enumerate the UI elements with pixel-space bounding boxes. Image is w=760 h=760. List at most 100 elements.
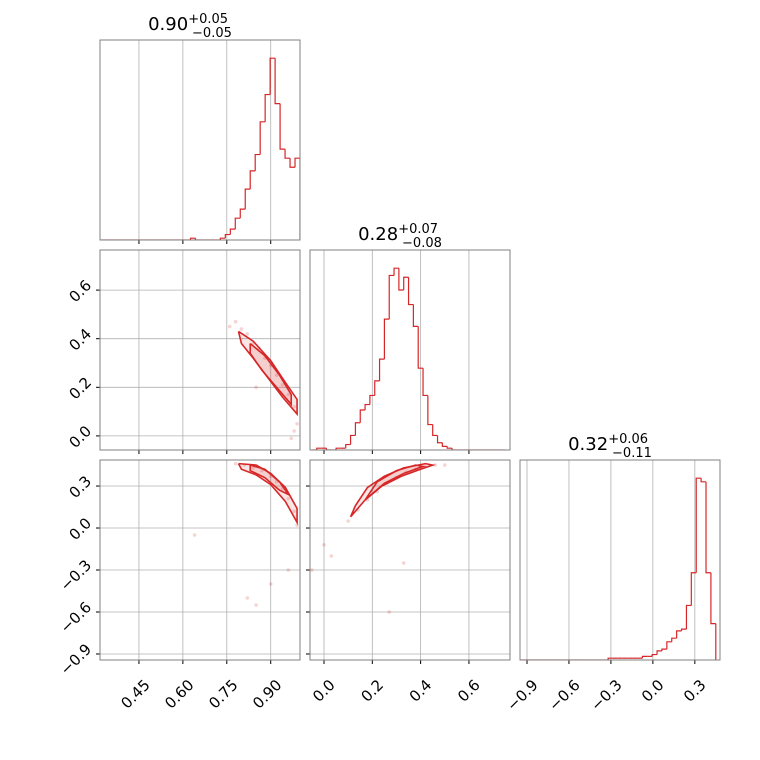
panel-frame xyxy=(309,459,511,661)
panel xyxy=(100,40,300,240)
title-lower: −0.08 xyxy=(402,236,442,251)
x-tick-label: 0.45 xyxy=(117,676,153,712)
sample-point xyxy=(268,582,273,586)
panel xyxy=(311,250,506,450)
panel-title: 0.90+0.05 −0.05 xyxy=(148,12,232,41)
histogram-step xyxy=(359,409,366,423)
x-tick-label: 0.4 xyxy=(406,676,436,706)
title-upper: +0.07 xyxy=(398,222,438,237)
panel-frame xyxy=(99,249,301,451)
panel-frame xyxy=(519,459,721,661)
histogram-step xyxy=(695,477,702,573)
histogram-step xyxy=(345,443,351,449)
sample-point xyxy=(346,519,350,523)
histogram-step xyxy=(690,572,697,606)
histogram-step xyxy=(710,572,716,625)
panel-frame xyxy=(309,249,511,451)
title-value: 0.32 xyxy=(568,434,608,455)
sample-point xyxy=(233,461,238,466)
histogram-step xyxy=(441,442,448,447)
histogram-step xyxy=(316,447,322,450)
x-tick-label: 0.60 xyxy=(161,676,197,712)
panel-frame xyxy=(99,39,301,241)
histogram-step xyxy=(229,228,236,235)
histogram-step xyxy=(269,57,276,95)
histogram-step xyxy=(676,630,682,639)
histogram-step xyxy=(607,657,614,660)
x-tick-label: 0.6 xyxy=(454,676,484,706)
sample-point xyxy=(442,463,447,467)
histogram-step xyxy=(289,158,296,168)
histogram-step xyxy=(398,268,404,291)
histogram-step xyxy=(680,628,687,631)
sample-point xyxy=(245,332,250,336)
panel-title: 0.32+0.06 −0.11 xyxy=(568,432,652,461)
histogram-step xyxy=(259,121,266,155)
histogram-step xyxy=(335,447,341,450)
histogram-step xyxy=(294,157,300,168)
title-lower: −0.05 xyxy=(192,26,232,41)
histogram-step xyxy=(412,304,419,327)
y-tick-label: 0.4 xyxy=(65,325,95,355)
title-value: 0.28 xyxy=(358,224,398,245)
contour xyxy=(249,342,293,407)
histogram-step xyxy=(427,395,433,426)
histogram-step xyxy=(274,58,281,105)
sample-point xyxy=(292,404,296,409)
title-upper: +0.05 xyxy=(188,12,228,27)
sample-point xyxy=(292,429,296,433)
x-tick-label: −0.9 xyxy=(503,676,541,714)
y-tick-label: −0.6 xyxy=(57,598,95,636)
title-value: 0.90 xyxy=(148,14,188,35)
histogram-step xyxy=(374,380,380,396)
sample-point xyxy=(286,392,291,397)
sample-point xyxy=(286,568,291,572)
title-lower: −0.11 xyxy=(612,446,652,461)
histogram-step xyxy=(354,422,361,436)
sample-point xyxy=(227,324,232,329)
x-tick-label: 0.3 xyxy=(680,676,710,706)
sample-point xyxy=(233,319,238,324)
y-tick-label: 0.0 xyxy=(65,422,95,452)
histogram-step xyxy=(656,650,662,655)
histogram-step xyxy=(349,434,356,445)
panel xyxy=(520,460,717,660)
x-tick-label: 0.75 xyxy=(205,676,241,712)
histogram-step xyxy=(284,149,291,159)
x-tick-label: 0.0 xyxy=(309,676,339,706)
y-tick-label: 0.6 xyxy=(65,276,95,306)
sample-point xyxy=(254,385,258,390)
panel xyxy=(100,460,300,660)
histogram-step xyxy=(641,655,648,659)
panel xyxy=(310,460,510,660)
title-upper: +0.06 xyxy=(608,432,648,447)
sample-point xyxy=(289,436,294,441)
sample-point xyxy=(280,383,285,387)
histogram-step xyxy=(407,277,414,306)
histogram-step xyxy=(422,368,428,397)
histogram-step xyxy=(417,326,424,369)
y-tick-label: 0.2 xyxy=(65,374,95,404)
sample-point xyxy=(192,533,197,537)
y-tick-label: 0.0 xyxy=(65,514,95,544)
sample-point xyxy=(329,554,334,558)
sample-point xyxy=(295,421,299,426)
histogram-step xyxy=(685,604,692,630)
sample-point xyxy=(310,568,314,572)
y-tick-label: 0.3 xyxy=(65,472,95,502)
histogram-step xyxy=(666,641,672,650)
histogram-step xyxy=(234,217,241,230)
x-tick-label: 0.2 xyxy=(357,676,387,706)
histogram-step xyxy=(369,394,375,405)
histogram-step xyxy=(388,274,395,320)
panel-frame xyxy=(99,459,301,661)
histogram-step xyxy=(383,318,390,360)
contour xyxy=(364,464,427,501)
histogram-step xyxy=(325,448,332,450)
histogram-step xyxy=(264,93,271,122)
y-tick-label: −0.9 xyxy=(57,640,95,678)
y-tick-label: −0.3 xyxy=(57,556,95,594)
histogram-step xyxy=(451,448,457,450)
histogram-step xyxy=(436,435,443,444)
